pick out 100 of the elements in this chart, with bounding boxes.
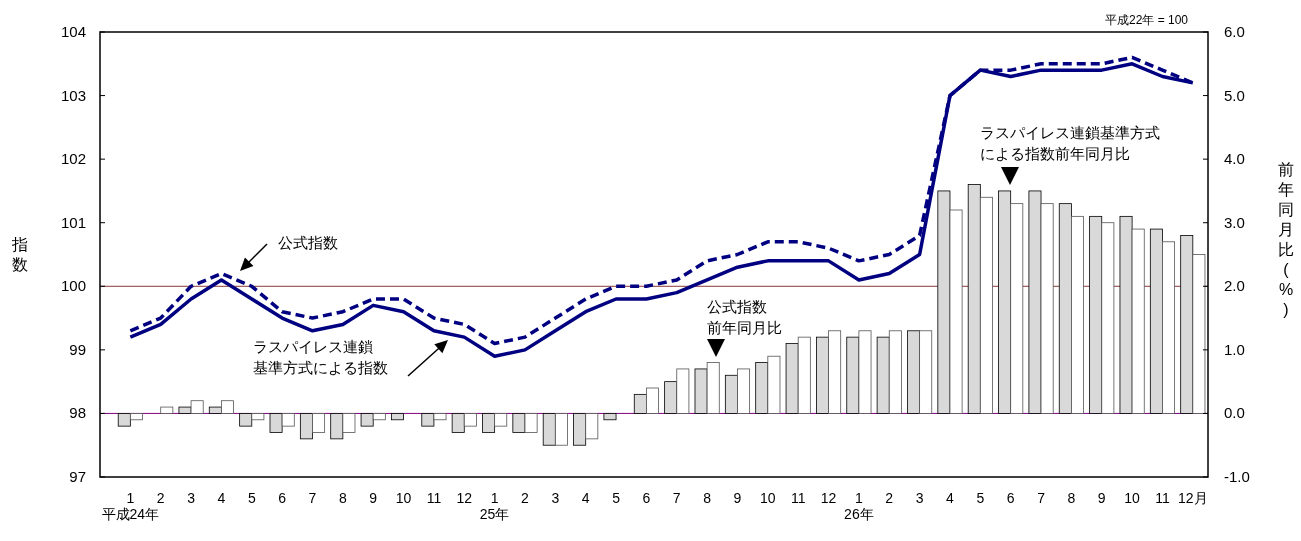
bar <box>554 413 568 446</box>
bar <box>421 413 435 427</box>
y2-tick-label: 0.0 <box>1224 404 1245 422</box>
bar <box>573 413 587 446</box>
x-tick-label: 7 <box>1037 490 1046 506</box>
x-tick-label: 6 <box>642 490 651 506</box>
bar <box>1162 241 1176 414</box>
bar <box>979 196 993 414</box>
x-tick-label: 4 <box>581 490 590 506</box>
bar <box>281 413 295 427</box>
y-tick-label: 98 <box>69 404 86 422</box>
bar <box>129 413 143 421</box>
bar <box>585 413 599 440</box>
bar <box>1180 235 1194 414</box>
bar <box>1040 203 1054 414</box>
bar <box>816 336 829 414</box>
bar <box>1058 203 1072 414</box>
bar <box>208 406 222 414</box>
bar <box>372 413 386 421</box>
y2-tick-label: 5.0 <box>1224 86 1245 104</box>
bar <box>846 336 860 414</box>
bar <box>767 355 781 414</box>
bar <box>919 330 933 414</box>
bar <box>1101 222 1115 414</box>
bar <box>888 330 902 414</box>
x-tick-label: 10 <box>760 490 776 506</box>
bar <box>949 209 963 414</box>
bar <box>512 413 526 433</box>
y2-tick-label: 2.0 <box>1224 277 1245 295</box>
bar <box>998 190 1012 414</box>
x-tick-label: 2 <box>521 490 530 506</box>
bar <box>542 413 556 446</box>
x-tick-label: 5 <box>612 490 621 506</box>
bar <box>1089 215 1103 414</box>
x-tick-label: 9 <box>369 490 378 506</box>
annotation: ラスパイレス連鎖基準方式による指数 <box>253 338 388 376</box>
x-tick-label: 8 <box>703 490 712 506</box>
bar <box>299 413 313 440</box>
annotation: ラスパイレス連鎖基準方式による指数前年同月比 <box>980 124 1160 162</box>
bar <box>433 413 447 421</box>
bar <box>391 413 404 421</box>
bar <box>967 184 981 414</box>
y-tick-label: 100 <box>60 277 86 295</box>
bar <box>1192 254 1206 414</box>
bar <box>160 406 174 414</box>
y-tick-label: 104 <box>60 23 86 40</box>
bar <box>694 368 708 414</box>
bar <box>664 381 678 414</box>
x-tick-label: 7 <box>672 490 681 506</box>
annotation: 公式指数前年同月比 <box>707 298 782 336</box>
y-axis-title: 指数 <box>11 236 28 273</box>
bar <box>828 330 842 414</box>
annotation: 公式指数 <box>240 234 338 271</box>
x-tick-label: 10 <box>1124 490 1141 506</box>
bar <box>494 413 508 427</box>
bar <box>737 368 751 414</box>
x-tick-label: 4 <box>946 490 955 506</box>
bar <box>633 393 647 414</box>
annotation: 公式指数前年同月比 <box>707 298 782 357</box>
y2-tick-label: 1.0 <box>1224 340 1245 358</box>
x-tick-label: 5 <box>976 490 985 506</box>
bar <box>330 413 344 440</box>
bar <box>755 362 769 414</box>
x-tick-label: 11 <box>1155 490 1170 506</box>
y-tick-label: 102 <box>60 150 86 168</box>
y-tick-label: 103 <box>60 86 86 104</box>
x-tick-label: 3 <box>915 490 924 506</box>
bar <box>676 368 690 414</box>
bar <box>785 343 799 414</box>
x-tick-label: 6 <box>1006 490 1015 506</box>
x-tick-label: 1 25年 <box>479 490 510 522</box>
y-tick-label: 97 <box>69 468 86 485</box>
bar <box>269 413 283 433</box>
x-tick-label: 5 <box>247 490 256 506</box>
bar <box>251 413 265 421</box>
bar <box>1149 228 1163 414</box>
x-tick-label: 11 <box>790 490 806 506</box>
bar <box>451 413 465 433</box>
bar <box>1010 203 1024 414</box>
bar <box>1028 190 1042 414</box>
x-tick-label: 8 <box>1067 490 1076 506</box>
y-tick-label: 99 <box>69 340 86 358</box>
x-tick-label: 7 <box>308 490 317 506</box>
bar <box>342 413 356 433</box>
x-tick-label: 9 <box>1097 490 1106 506</box>
bar <box>117 413 131 427</box>
y2-tick-label: 3.0 <box>1224 213 1245 231</box>
y2-tick-label: -1.0 <box>1224 468 1250 485</box>
bar <box>706 362 720 414</box>
x-tick-label: 12 <box>820 490 837 506</box>
x-tick-label: 9 <box>733 490 742 506</box>
bar <box>724 374 738 414</box>
bar <box>797 336 811 414</box>
x-tick-label: 3 <box>187 490 196 506</box>
y2-tick-label: 4.0 <box>1224 150 1245 168</box>
x-tick-label: 11 <box>426 490 442 506</box>
annotation: ラスパイレス連鎖基準方式による指数 <box>253 338 448 377</box>
x-tick-label: 1 26年 <box>844 490 874 522</box>
x-tick-label: 3 <box>551 490 560 506</box>
x-tick-label: 2 <box>885 490 894 506</box>
